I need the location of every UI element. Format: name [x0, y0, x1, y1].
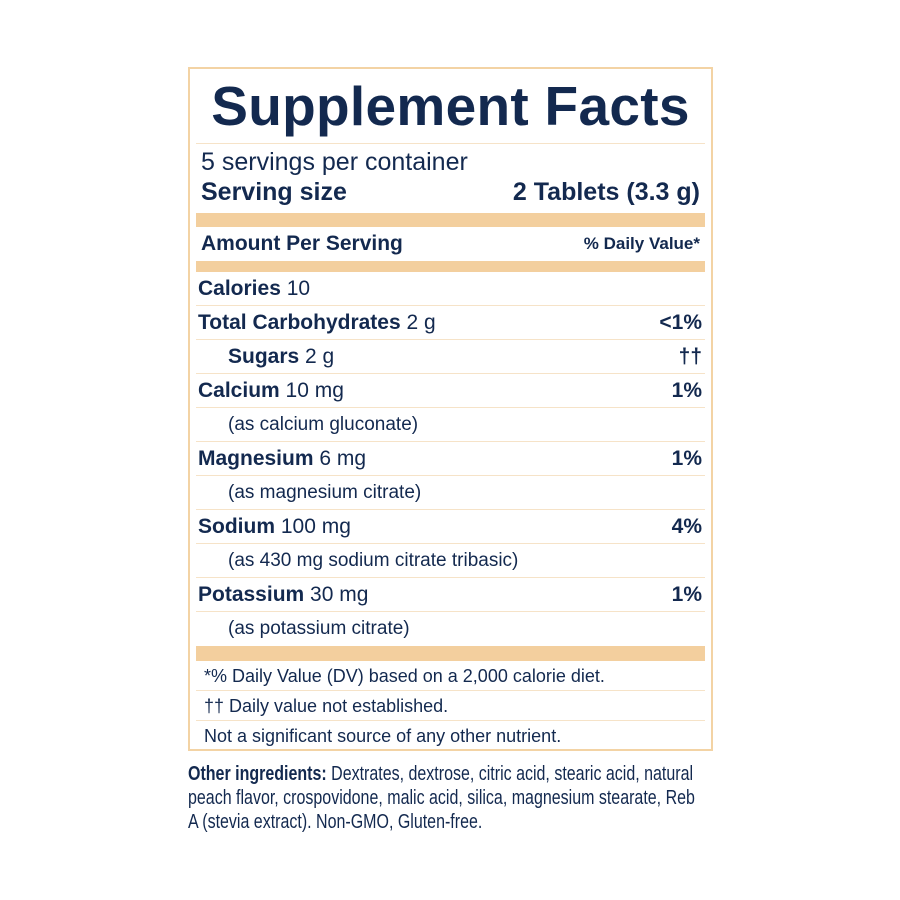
- nutrient-label: Sugars 2 g: [198, 345, 334, 369]
- nutrient-rows: Calories 10 Total Carbohydrates 2 g <1% Sug…: [196, 272, 705, 646]
- nutrient-row: Total Carbohydrates 2 g <1%: [196, 306, 705, 340]
- daily-value-header: % Daily Value*: [583, 234, 700, 253]
- divider-bar: [196, 646, 705, 661]
- nutrient-source-note: (as calcium gluconate): [196, 408, 705, 442]
- nutrient-row: Magnesium 6 mg 1%: [196, 442, 705, 476]
- nutrient-row: Sugars 2 g ††: [196, 340, 705, 374]
- nutrient-label: Total Carbohydrates 2 g: [198, 311, 436, 335]
- serving-size: Serving size 2 Tablets (3.3 g): [196, 177, 705, 207]
- other-ingredients: Other ingredients: Dextrates, dextrose, …: [188, 762, 700, 834]
- nutrient-amount: 100 mg: [275, 514, 351, 538]
- serving-size-label: Serving size: [201, 178, 347, 206]
- divider-bar: [196, 213, 705, 227]
- nutrient-source-note: (as potassium citrate): [196, 612, 705, 646]
- divider-bar: [196, 261, 705, 272]
- nutrient-dv: 1%: [671, 446, 702, 470]
- footnote: Not a significant source of any other nu…: [204, 726, 562, 746]
- nutrient-dv: 1%: [671, 582, 702, 606]
- nutrient-name: Calcium: [198, 378, 280, 402]
- nutrient-name: Magnesium: [198, 446, 314, 470]
- footnote: *% Daily Value (DV) based on a 2,000 cal…: [196, 661, 705, 691]
- note-text: (as 430 mg sodium citrate tribasic): [228, 549, 519, 571]
- servings-per-container: 5 servings per container: [201, 148, 468, 176]
- footnote: †† Daily value not established.: [196, 691, 705, 721]
- nutrient-amount: 10 mg: [279, 378, 344, 402]
- nutrient-dv: 4%: [671, 514, 702, 538]
- nutrient-label: Magnesium 6 mg: [198, 447, 366, 471]
- nutrient-source-note: (as magnesium citrate): [196, 476, 705, 510]
- nutrient-amount: 2 g: [299, 344, 335, 368]
- nutrient-dv: 1%: [671, 378, 702, 402]
- nutrient-dv: <1%: [659, 310, 702, 334]
- nutrient-source-note: (as 430 mg sodium citrate tribasic): [196, 544, 705, 578]
- nutrient-name: Total Carbohydrates: [198, 310, 401, 334]
- note-text: (as calcium gluconate): [228, 413, 419, 435]
- nutrient-name: Calories: [198, 276, 281, 300]
- nutrient-amount: 6 mg: [313, 446, 367, 470]
- nutrient-label: Potassium 30 mg: [198, 583, 368, 607]
- nutrient-row: Calories 10: [196, 272, 705, 306]
- nutrient-amount: 10: [280, 276, 311, 300]
- nutrient-amount: 2 g: [400, 310, 436, 334]
- nutrient-label: Calories 10: [198, 277, 310, 301]
- nutrient-name: Sodium: [198, 514, 275, 538]
- footnotes: *% Daily Value (DV) based on a 2,000 cal…: [196, 661, 705, 751]
- nutrient-name: Sugars: [228, 344, 300, 368]
- note-text: (as potassium citrate): [228, 618, 410, 639]
- nutrient-row: Calcium 10 mg 1%: [196, 374, 705, 408]
- nutrient-dv: ††: [678, 344, 702, 368]
- amount-per-serving: Amount Per Serving: [201, 232, 403, 255]
- serving-size-value: 2 Tablets (3.3 g): [512, 178, 700, 206]
- nutrient-label: Calcium 10 mg: [198, 379, 344, 403]
- panel-title: Supplement Facts: [196, 69, 705, 144]
- nutrient-row: Potassium 30 mg 1%: [196, 578, 705, 612]
- supplement-facts-panel: Supplement Facts 5 servings per containe…: [188, 67, 713, 751]
- other-ingredients-text: Dextrates, dextrose, citric acid, steari…: [188, 763, 695, 833]
- other-ingredients-label: Other ingredients:: [188, 763, 327, 785]
- nutrient-name: Potassium: [198, 582, 305, 606]
- nutrient-row: Sodium 100 mg 4%: [196, 510, 705, 544]
- nutrient-label: Sodium 100 mg: [198, 515, 351, 539]
- note-text: (as magnesium citrate): [228, 481, 422, 503]
- amount-header: Amount Per Serving % Daily Value*: [196, 227, 705, 261]
- nutrient-amount: 30 mg: [304, 582, 369, 606]
